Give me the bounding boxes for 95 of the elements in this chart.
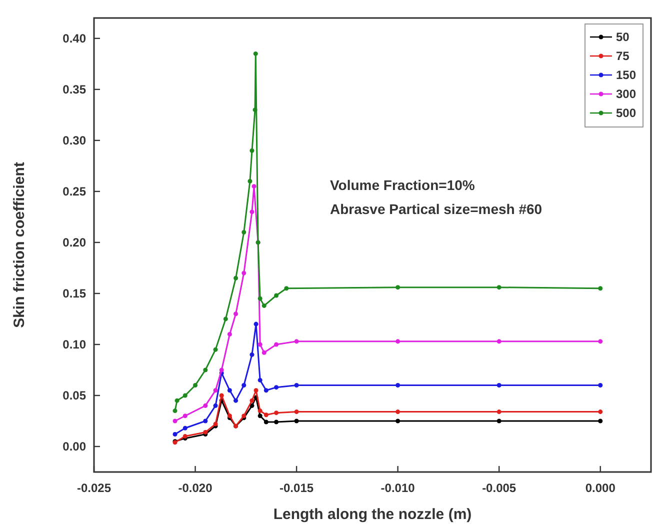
- legend-label: 50: [616, 30, 630, 44]
- legend-label: 300: [616, 87, 636, 102]
- x-tick-label: -0.020: [178, 481, 213, 495]
- point: [496, 339, 502, 344]
- y-tick-label: 0.15: [62, 286, 86, 301]
- point: [252, 108, 258, 112]
- y-tick-label: 0.40: [62, 32, 86, 46]
- point: [250, 210, 254, 214]
- point: [172, 432, 178, 437]
- point: [219, 393, 224, 398]
- x-tick-label: -0.015: [280, 481, 314, 495]
- point: [258, 342, 262, 347]
- y-tick-label: 0.20: [62, 236, 86, 250]
- point: [203, 430, 208, 434]
- point: [274, 385, 279, 390]
- point: [258, 414, 262, 418]
- y-tick-label: 0.35: [62, 82, 86, 97]
- point: [264, 412, 268, 418]
- point: [248, 178, 252, 184]
- point: [250, 398, 254, 403]
- point: [262, 350, 266, 355]
- point: [227, 388, 232, 393]
- point: [223, 316, 228, 322]
- point: [182, 393, 188, 398]
- point: [274, 420, 279, 424]
- point: [254, 322, 258, 326]
- y-tick-label: 0.10: [62, 338, 86, 352]
- point: [294, 383, 299, 388]
- x-axis-title: Length along the nozzle (m): [273, 506, 472, 523]
- point: [396, 410, 400, 414]
- point: [496, 410, 502, 414]
- point: [396, 418, 400, 424]
- point: [264, 388, 268, 393]
- legend-label: 150: [616, 68, 636, 82]
- point: [598, 383, 603, 388]
- point: [264, 420, 268, 424]
- point: [252, 184, 256, 189]
- point: [598, 286, 603, 291]
- point: [253, 51, 258, 56]
- point: [242, 270, 246, 276]
- point: [598, 410, 603, 414]
- point: [496, 418, 502, 424]
- x-tick-label: 0.000: [585, 481, 616, 495]
- point: [250, 352, 254, 357]
- point: [234, 276, 238, 280]
- point: [234, 398, 238, 403]
- point: [294, 418, 299, 424]
- point: [203, 418, 208, 424]
- point: [254, 388, 258, 393]
- point: [227, 332, 232, 337]
- point: [250, 148, 254, 153]
- point: [182, 414, 188, 418]
- y-tick-label: 0.05: [62, 388, 86, 403]
- point: [219, 368, 224, 372]
- point: [496, 285, 502, 290]
- x-tick-label: -0.005: [482, 481, 516, 495]
- point: [172, 408, 178, 414]
- point: [193, 383, 198, 388]
- point: [242, 383, 246, 388]
- point: [274, 293, 279, 298]
- point: [274, 342, 279, 347]
- point: [258, 408, 262, 414]
- point: [203, 368, 208, 372]
- legend-label: 75: [616, 49, 630, 64]
- point: [174, 398, 180, 403]
- point: [182, 426, 188, 430]
- x-tick-label: -0.025: [76, 481, 112, 495]
- point: [242, 230, 246, 234]
- point: [203, 403, 208, 408]
- y-tick-label: 0.25: [62, 184, 86, 199]
- point: [262, 303, 266, 308]
- point: [396, 339, 400, 344]
- legend-label: 500: [616, 106, 636, 120]
- y-tick-label: 0.00: [62, 440, 86, 454]
- point: [284, 286, 289, 291]
- point: [396, 285, 400, 290]
- point: [213, 403, 218, 408]
- point: [234, 312, 238, 316]
- point: [396, 383, 400, 388]
- y-tick-label: 0.30: [62, 134, 86, 148]
- point: [496, 383, 502, 388]
- point: [258, 378, 262, 382]
- point: [274, 410, 279, 416]
- point: [213, 388, 218, 393]
- point: [598, 339, 603, 344]
- point: [213, 347, 218, 352]
- annotation: Volume Fraction=10%: [330, 177, 476, 193]
- x-tick-label: -0.010: [380, 481, 416, 495]
- point: [598, 418, 603, 424]
- point: [172, 418, 178, 424]
- annotation: Abrasve Partical size=mesh #60: [330, 201, 542, 217]
- point: [294, 410, 299, 414]
- y-axis-title: Skin friction coefficient: [11, 162, 28, 328]
- point: [294, 339, 299, 344]
- point: [258, 296, 262, 301]
